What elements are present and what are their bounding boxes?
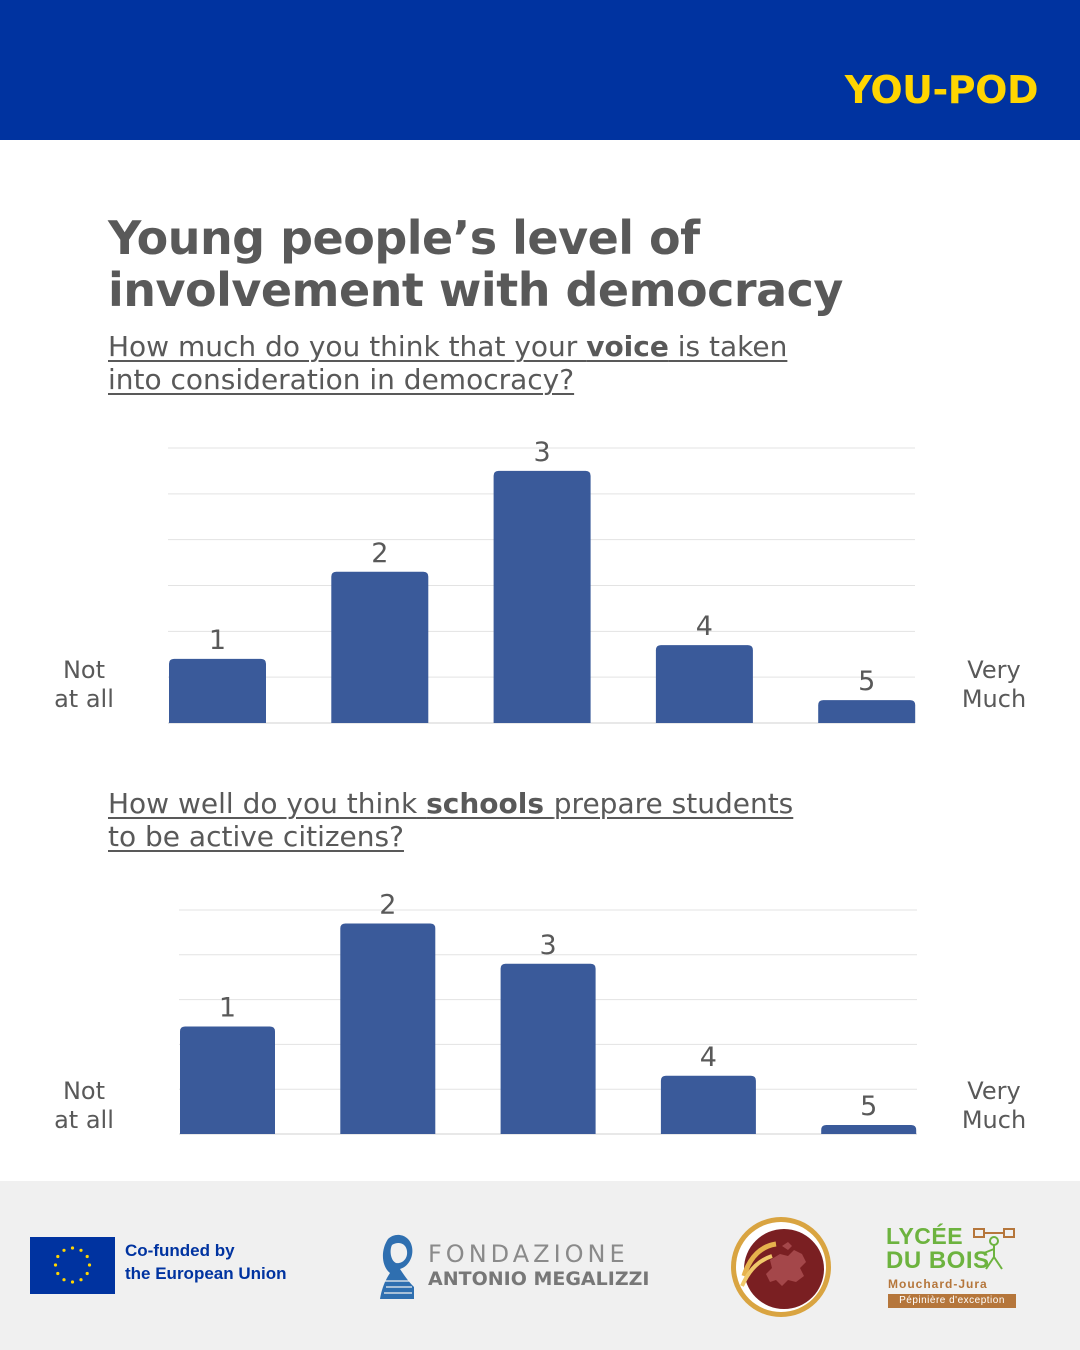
header-banner: YOU-POD <box>0 0 1080 140</box>
brand-logo-text: YOU-POD <box>844 68 1039 112</box>
page-title: Young people’s level of involvement with… <box>108 212 988 316</box>
bar-1 <box>180 1026 275 1134</box>
bar-label-5: 5 <box>858 666 875 697</box>
bar-4 <box>660 1075 756 1134</box>
bar-3 <box>500 963 596 1134</box>
bar-label-4: 4 <box>700 1042 717 1073</box>
schools-bar-chart: 1 2 3 4 5 <box>179 889 917 1135</box>
bar-label-2: 2 <box>379 889 396 920</box>
bar-2 <box>340 923 436 1134</box>
fondazione-logo-text: FONDAZIONE ANTONIO MEGALIZZI <box>428 1240 650 1290</box>
bar-label-4: 4 <box>696 611 713 642</box>
bar-label-2: 2 <box>371 538 388 569</box>
bar-3 <box>493 470 591 723</box>
bar-label-5: 5 <box>860 1091 877 1122</box>
bar-label-1: 1 <box>219 992 236 1023</box>
voice-bar-chart: 1 2 3 4 5 <box>168 437 916 724</box>
bar-label-3: 3 <box>540 930 557 961</box>
question-line-1: How well do you think schools prepare st… <box>108 787 794 820</box>
scale-high-label: Very Much <box>961 1077 1027 1134</box>
question-line-2: to be active citizens? <box>108 820 404 853</box>
question-keyword: schools <box>426 787 554 820</box>
bar-5 <box>821 1125 917 1134</box>
scale-low-label: Not at all <box>54 656 114 713</box>
lycee-figure-icon <box>973 1228 1015 1270</box>
title-line-2: involvement with democracy <box>108 263 843 317</box>
eu-cofunded-label: Co-funded by the European Union <box>125 1241 287 1283</box>
fondazione-portrait-icon <box>374 1231 420 1301</box>
question-line-2: into consideration in democracy? <box>108 363 575 396</box>
bar-2 <box>331 571 429 723</box>
bar-1 <box>169 658 266 723</box>
title-line-1: Young people’s level of <box>108 211 700 265</box>
bar-4 <box>655 645 753 723</box>
question-keyword: voice <box>586 330 669 363</box>
scale-low-label: Not at all <box>54 1077 114 1134</box>
bar-5 <box>818 700 916 723</box>
scale-high-label: Very Much <box>961 656 1027 713</box>
question-line-1: How much do you think that your voice is… <box>108 330 788 363</box>
europe-map-seal-icon <box>730 1216 832 1318</box>
footer-logos: Co-funded by the European Union FONDAZIO… <box>0 1181 1080 1350</box>
question-schools: How well do you think schools prepare st… <box>108 787 908 853</box>
lycee-du-bois-logo: LYCÉE DU BOIS Mouchard-Jura Pépinière d'… <box>886 1223 1026 1315</box>
bar-label-3: 3 <box>534 437 551 468</box>
bar-label-1: 1 <box>209 625 226 656</box>
eu-flag-icon <box>30 1237 115 1294</box>
question-voice: How much do you think that your voice is… <box>108 330 908 396</box>
